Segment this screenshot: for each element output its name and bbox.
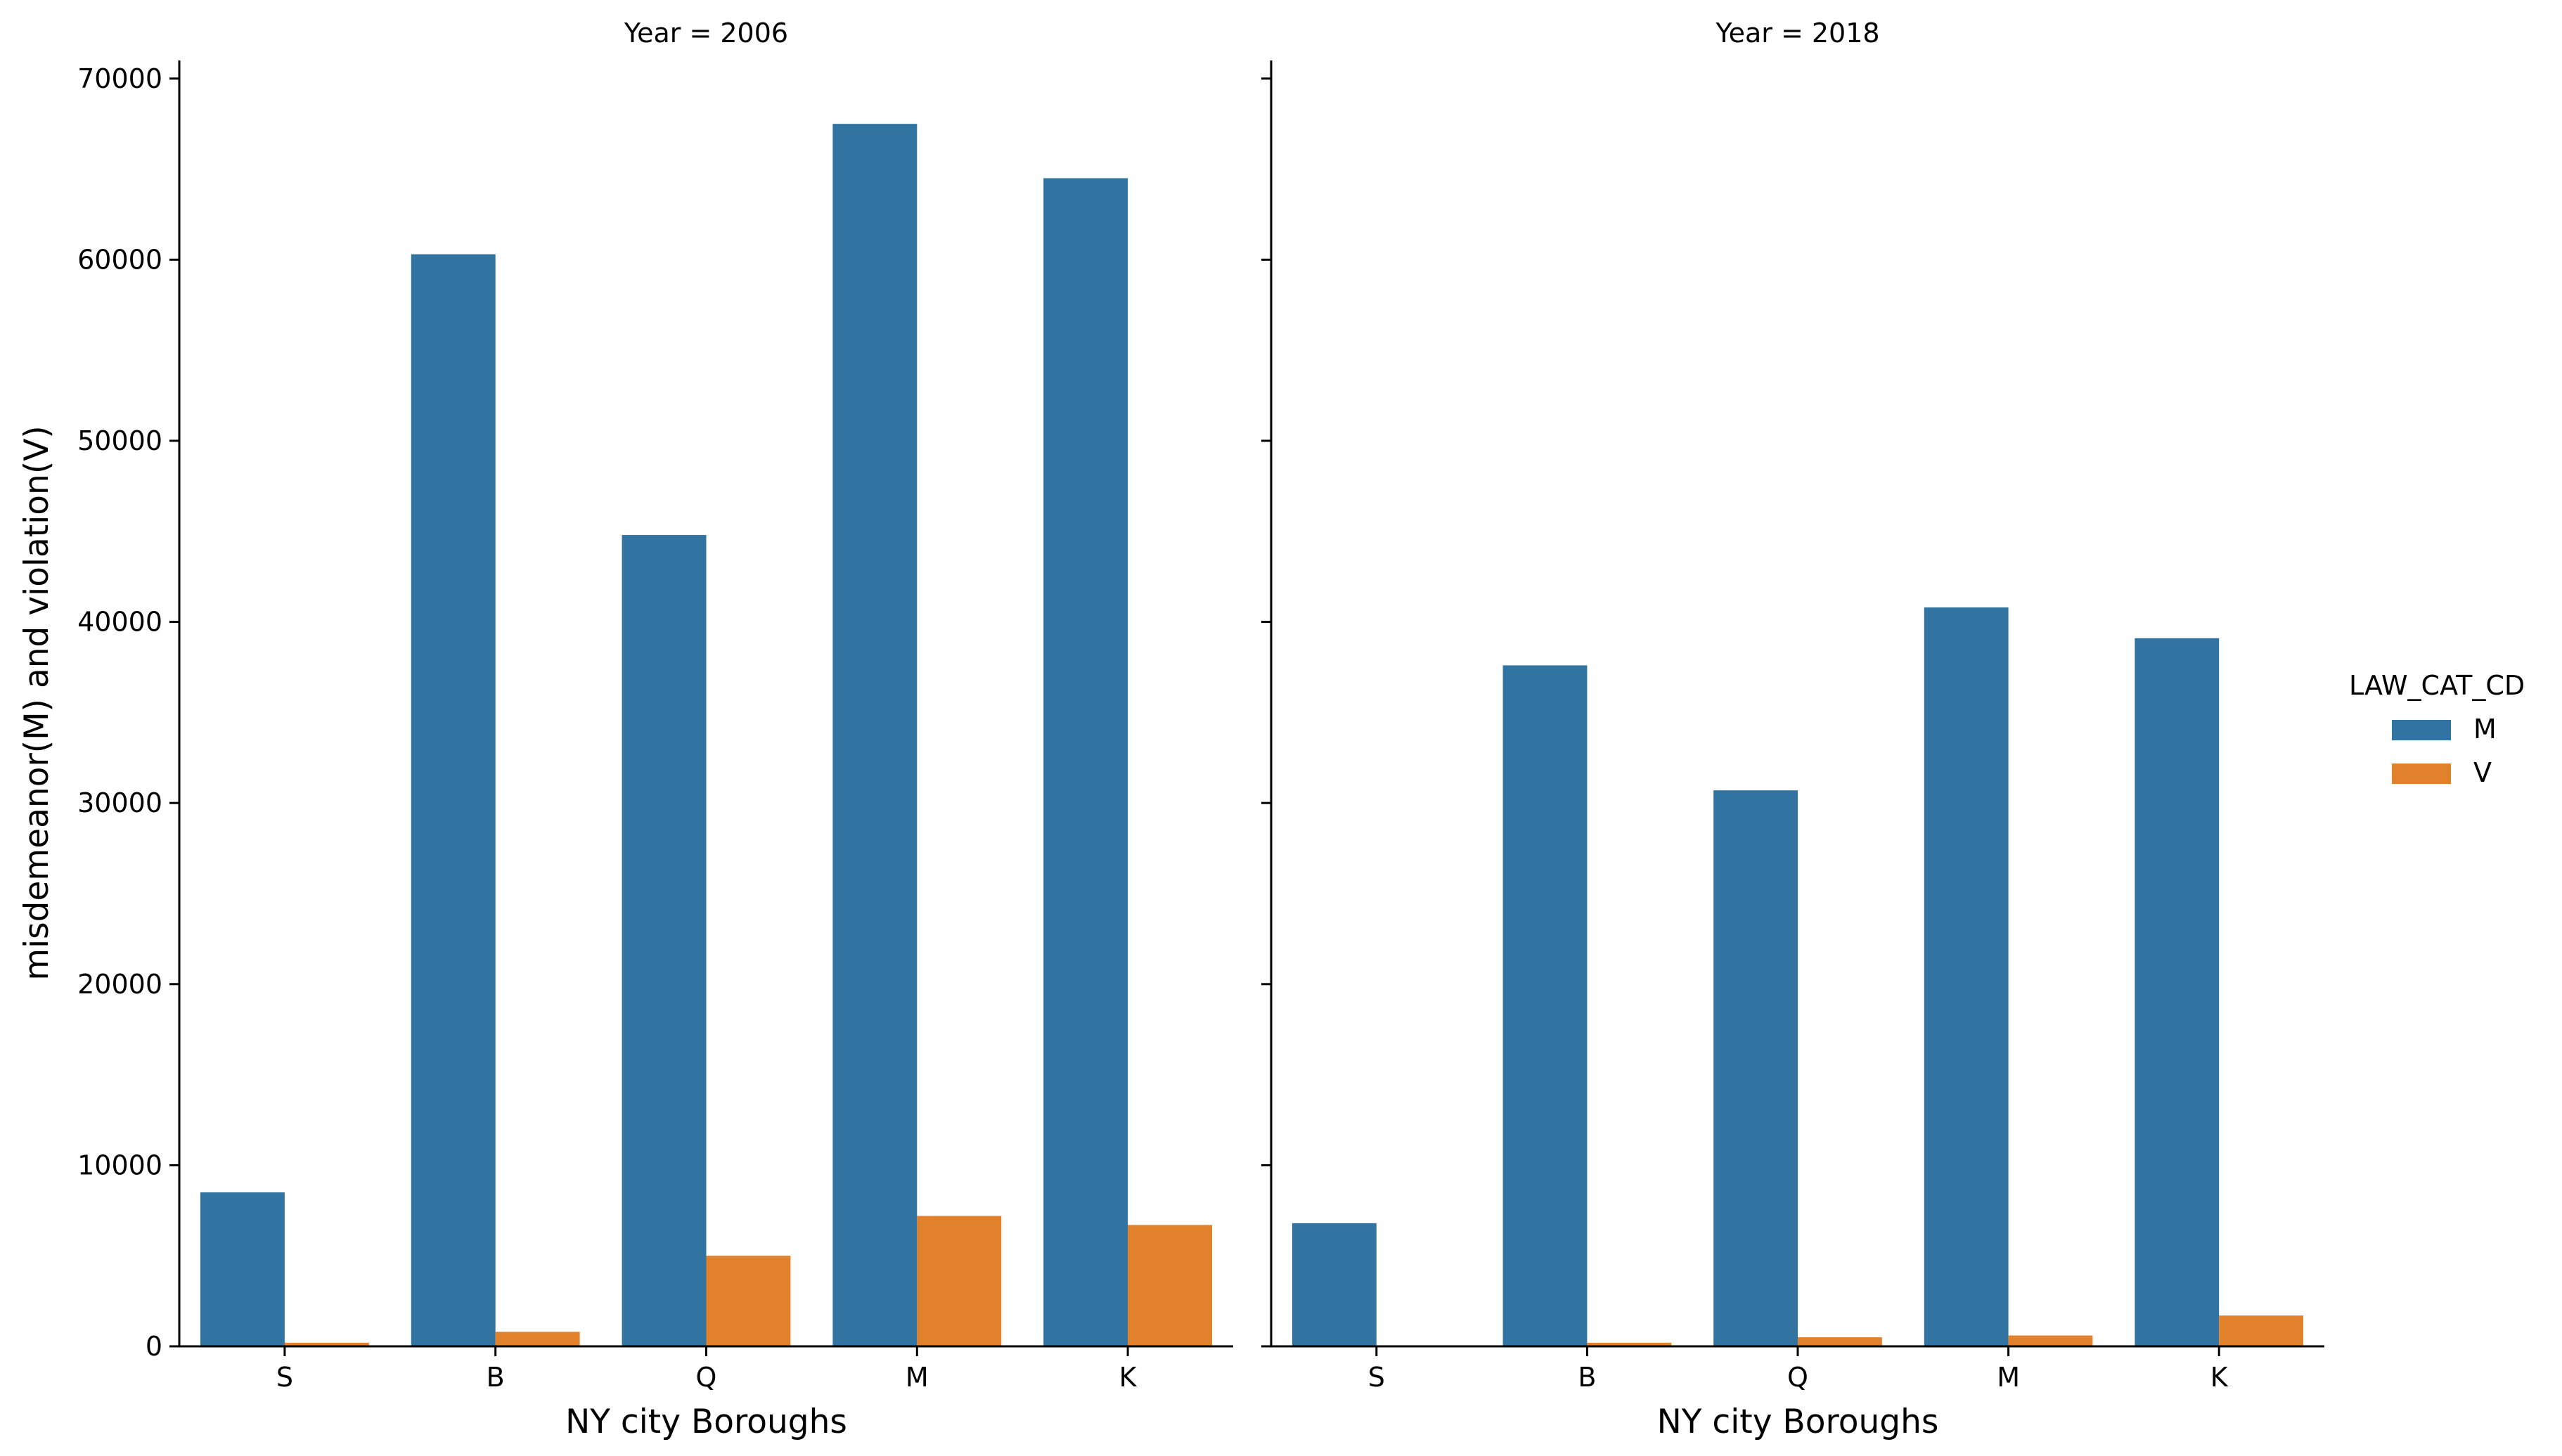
y-tick-label: 50000 [77, 425, 162, 456]
legend-label-M: M [2473, 714, 2497, 745]
facet-title: Year = 2006 [624, 18, 788, 49]
x-axis-title: NY city Boroughs [1657, 1403, 1939, 1441]
y-tick-label: 10000 [77, 1149, 162, 1180]
facet-panel-1: Year = 2006 0 10000 20000 30000 40000 50000 600… [77, 18, 1233, 1441]
bar-V-S [284, 1342, 369, 1346]
x-tick-label: M [906, 1362, 929, 1393]
bar-V-B [495, 1332, 580, 1346]
x-tick-label: M [1997, 1362, 2020, 1393]
facet-panel-2: Year = 2018 S B Q M K NY city Boroughs [1261, 18, 2324, 1441]
x-tick-label: B [487, 1362, 505, 1393]
x-axis-title: NY city Boroughs [565, 1403, 847, 1441]
bar-V-M [917, 1216, 1002, 1346]
y-tick-label: 30000 [77, 787, 162, 818]
y-axis-title: misdemeanor(M) and violation(V) [18, 425, 56, 980]
y-tick-label: 70000 [77, 63, 162, 94]
bar-M-M [1924, 607, 2009, 1346]
y-tick-label: 20000 [77, 969, 162, 1000]
bar-M-Q [622, 534, 707, 1346]
x-tick-label: B [1578, 1362, 1596, 1393]
bar-M-K [2135, 638, 2220, 1346]
x-tick-label: S [1368, 1362, 1385, 1393]
x-tick-label: K [2210, 1362, 2229, 1393]
y-tick-label: 60000 [77, 244, 162, 275]
y-tick-label: 40000 [77, 607, 162, 638]
bar-V-Q [706, 1256, 791, 1346]
x-tick-label: Q [1787, 1362, 1808, 1393]
bar-M-B [1502, 665, 1588, 1346]
legend-swatch-V [2392, 764, 2451, 784]
bar-M-S [200, 1192, 285, 1346]
x-tick-label: K [1119, 1362, 1138, 1393]
legend-label-V: V [2473, 757, 2492, 788]
facet-title: Year = 2018 [1715, 18, 1879, 49]
bar-M-M [832, 124, 918, 1346]
bar-M-K [1043, 178, 1128, 1347]
bar-M-Q [1713, 790, 1798, 1346]
bar-V-M [2008, 1335, 2093, 1346]
bar-V-Q [1798, 1337, 1882, 1346]
x-tick-label: S [276, 1362, 293, 1393]
bar-V-K [2219, 1315, 2304, 1346]
x-tick-label: Q [696, 1362, 717, 1393]
bar-V-K [1128, 1225, 1213, 1346]
bar-V-B [1587, 1342, 1672, 1346]
bar-M-S [1292, 1223, 1377, 1346]
legend: LAW_CAT_CD MV [2349, 670, 2525, 788]
legend-entries: MV [2392, 714, 2497, 788]
bar-M-B [411, 254, 496, 1346]
y-tick-label: 0 [146, 1331, 162, 1362]
facets: Year = 2006 0 10000 20000 30000 40000 50000 600… [77, 18, 2324, 1441]
legend-title: LAW_CAT_CD [2349, 670, 2525, 701]
legend-swatch-M [2392, 720, 2451, 740]
